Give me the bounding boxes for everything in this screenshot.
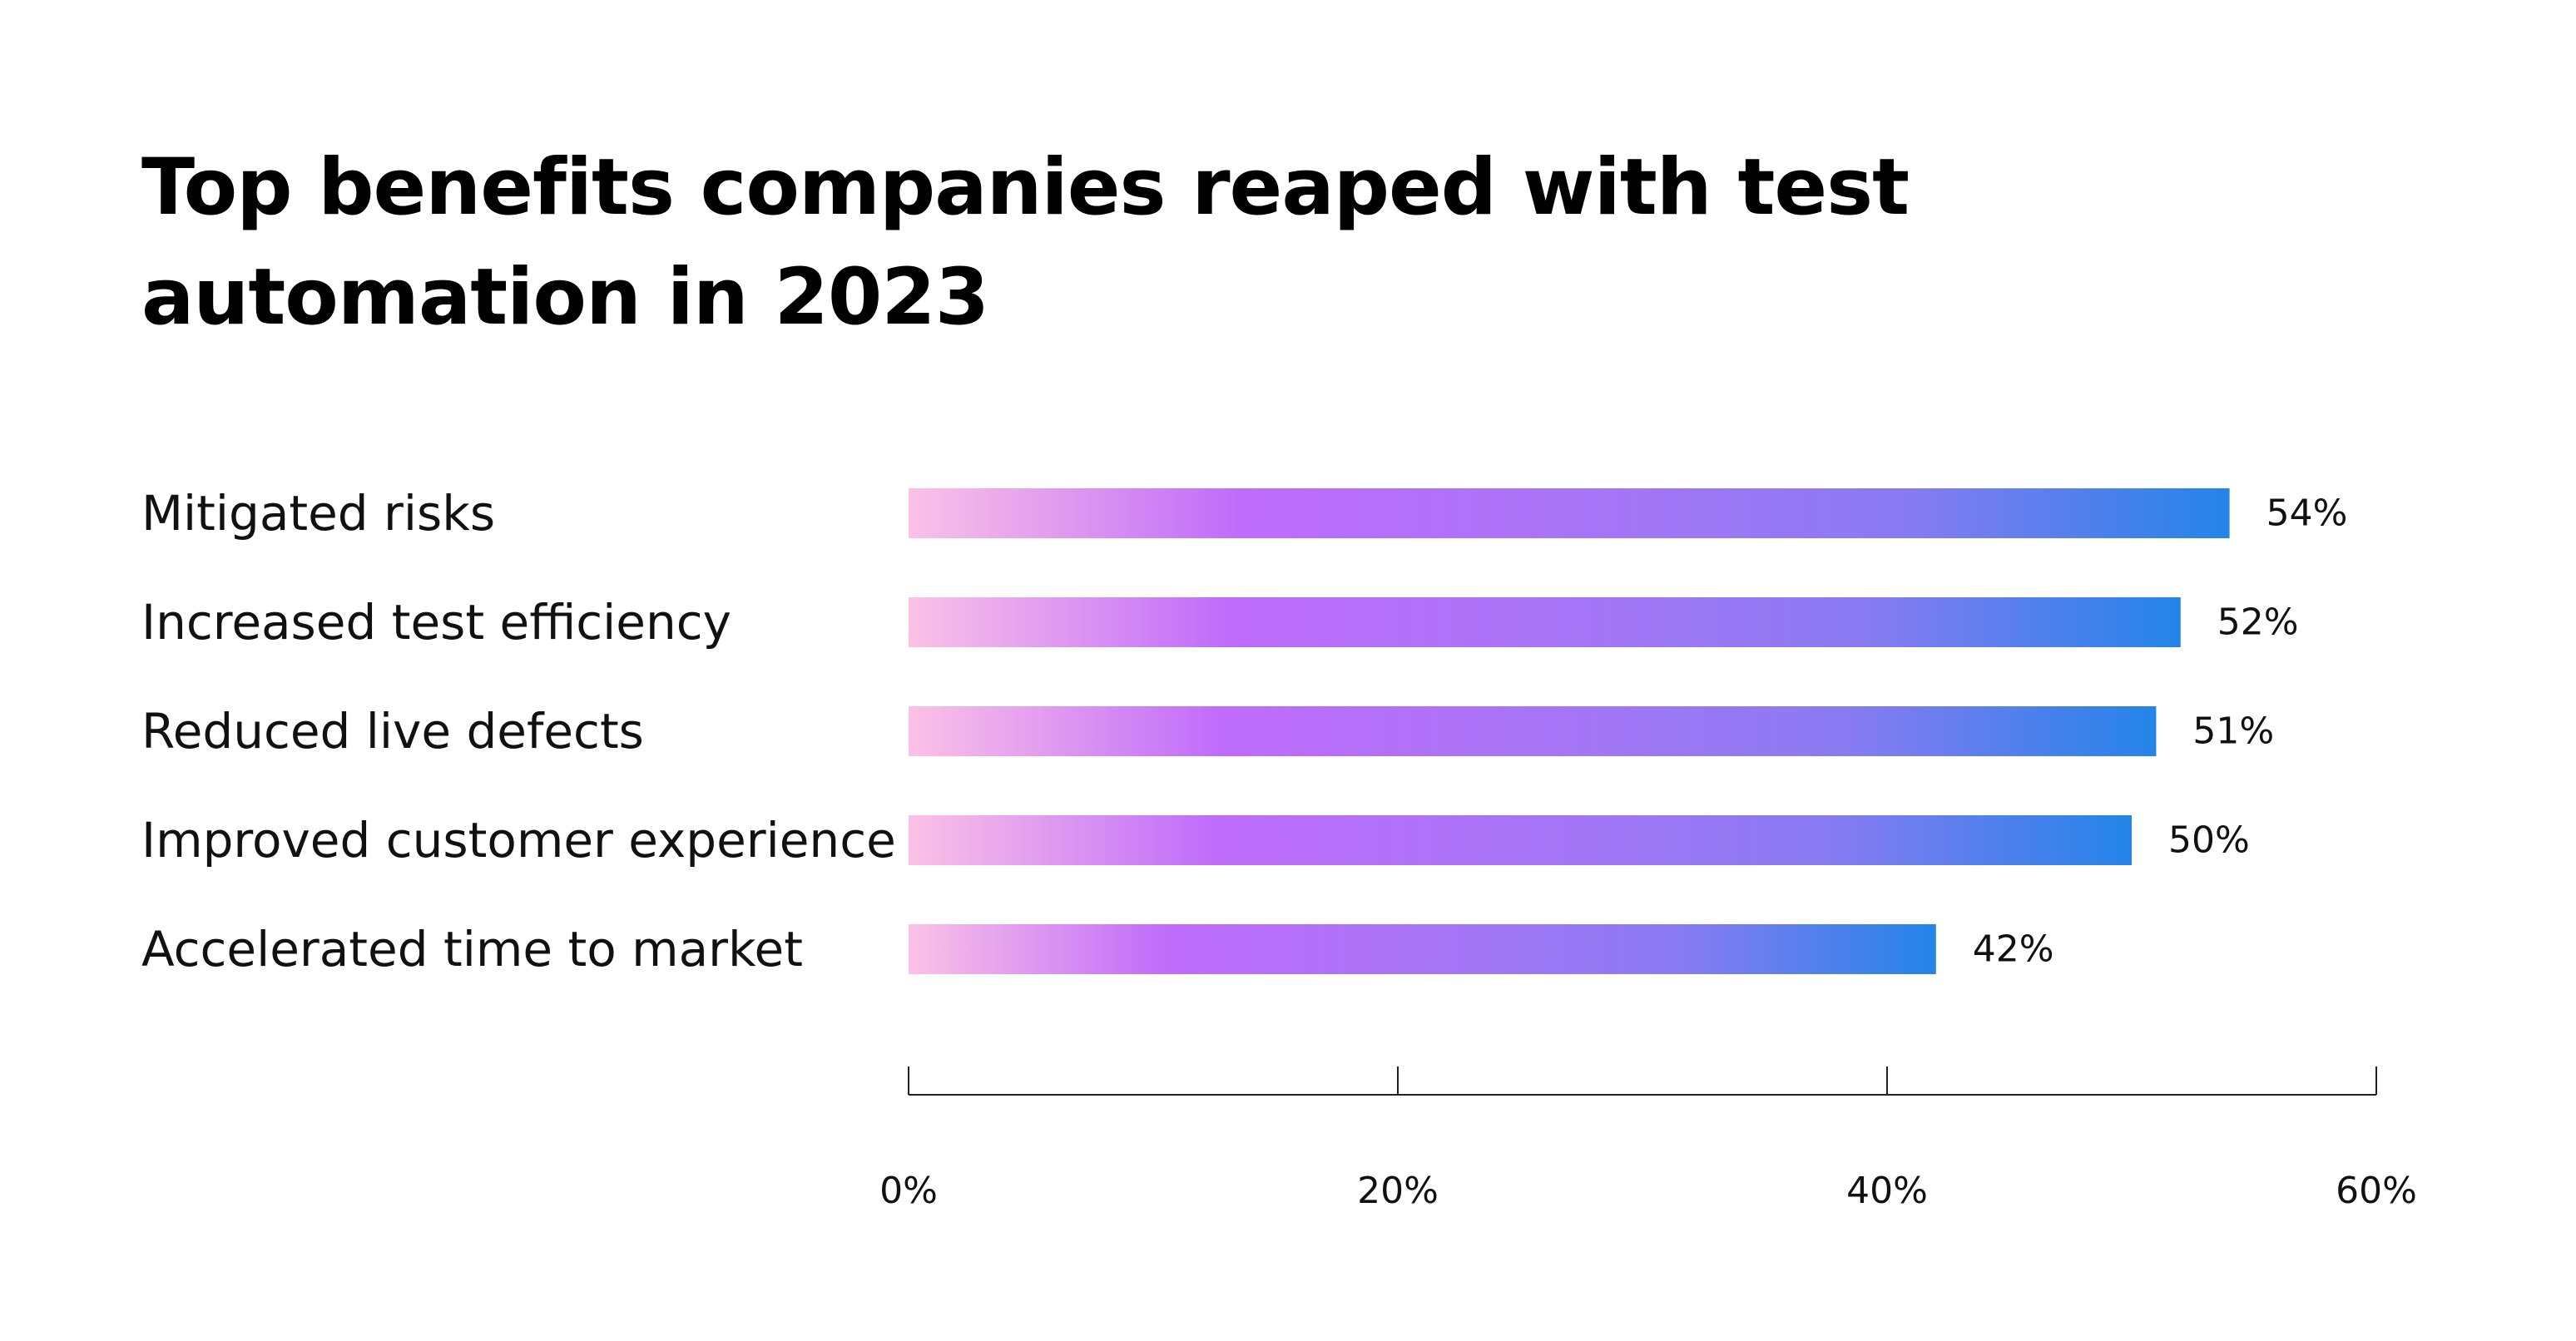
value-label: 51% [2192,710,2274,753]
bar-row: Increased test efficiency 52% [141,594,2299,651]
category-label: Increased test efficiency [141,594,731,651]
bar-row: Reduced live defects 51% [141,703,2274,760]
x-tick-label: 40% [1846,1170,1928,1212]
x-axis: 0% 20% 40% 60% [879,1066,2417,1212]
x-tick-label: 20% [1357,1170,1439,1212]
bar [909,706,2157,756]
bar [909,597,2181,647]
chart-title: Top benefits companies reaped with test … [141,133,1972,353]
bar-row: Mitigated risks 54% [141,485,2347,542]
bars-group: Mitigated risks 54% Increased test efficie… [141,485,2347,977]
x-tick-label: 60% [2336,1170,2417,1212]
bar-row: Improved customer experience 50% [141,812,2250,868]
value-label: 42% [1973,928,2054,971]
chart-title-line-1: Top benefits companies reaped with test [141,142,1910,233]
category-label: Mitigated risks [141,485,495,542]
bar [909,815,2132,865]
category-label: Improved customer experience [141,812,896,868]
category-label: Accelerated time to market [141,921,803,977]
bar [909,924,1936,974]
value-label: 54% [2266,492,2348,535]
chart-title-line-2: automation in 2023 [141,252,989,343]
x-tick-label: 0% [879,1170,938,1212]
value-label: 50% [2168,819,2250,862]
value-label: 52% [2217,601,2299,644]
category-label: Reduced live defects [141,703,644,760]
bar [909,488,2230,538]
bar-row: Accelerated time to market 42% [141,921,2054,977]
